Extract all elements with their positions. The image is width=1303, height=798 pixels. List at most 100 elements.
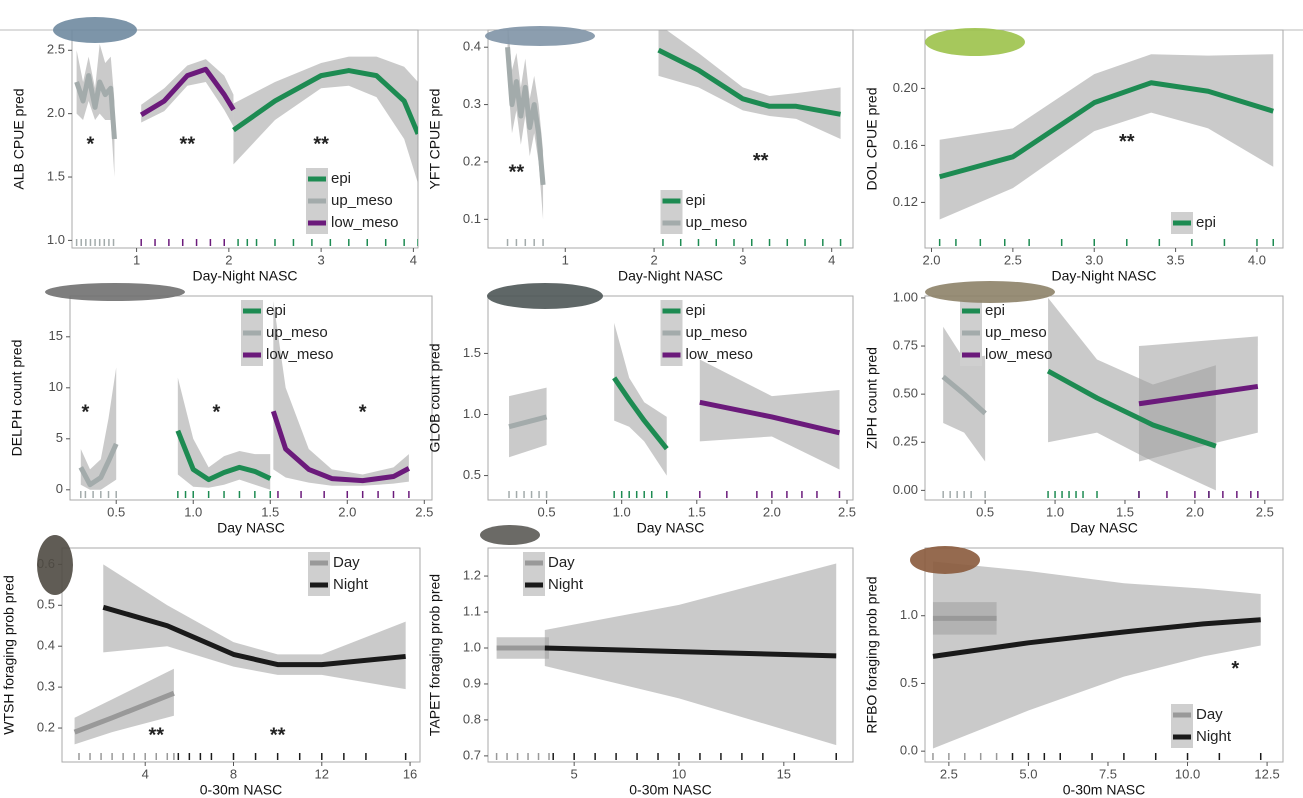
fit-line: [508, 414, 548, 430]
x-tick-label: 16: [403, 766, 417, 781]
icon-yellowfin: [485, 26, 595, 46]
x-tick-label: 0.5: [538, 504, 556, 519]
fit-line: [1046, 368, 1217, 449]
plot-frame: [924, 295, 1284, 501]
x-tick-label: 0.5: [976, 504, 994, 519]
panel: 0.5 1.0 1.5 0.5 1.0 1.5 2.0 2.5 Day NASC GLOB cou…: [427, 295, 856, 536]
fit-line: [938, 80, 1274, 180]
fit-line: [544, 645, 837, 659]
y-tick-label: 1.00: [893, 289, 918, 304]
x-tick-label: 1.5: [1116, 504, 1134, 519]
y-axis-title: GLOB count pred: [427, 344, 443, 453]
confidence-band: [658, 30, 841, 139]
y-tick-label: 5: [56, 430, 63, 445]
x-tick-label: 0.5: [107, 504, 125, 519]
y-tick-label: 1.0: [463, 406, 481, 421]
fit-line: [175, 429, 272, 483]
y-tick-label: 0.16: [893, 137, 918, 152]
fit-line: [505, 47, 546, 186]
icon-booby: [910, 546, 980, 574]
y-axis-title: YFT CPUE pred: [427, 89, 443, 190]
x-axis-title: 0-30m NASC: [1063, 782, 1145, 798]
panel: 0.1 0.2 0.3 0.4 1 2 3 4 Day-Night NASC YFT CPUE p…: [427, 29, 854, 284]
x-tick-label: 1: [133, 252, 140, 267]
x-tick-label: 2.0: [922, 252, 940, 267]
x-tick-label: 2.0: [763, 504, 781, 519]
fit-line: [657, 47, 842, 117]
icon-pilot-whale: [487, 283, 603, 309]
x-axis-title: Day-Night NASC: [618, 268, 723, 284]
x-axis-title: Day-Night NASC: [1051, 268, 1156, 284]
y-axis-title: TAPET foraging prob pred: [427, 574, 443, 736]
significance-label: *: [87, 134, 95, 156]
x-tick-label: 7.5: [1099, 766, 1117, 781]
fit-line: [612, 376, 669, 451]
legend-label: Day: [333, 554, 360, 571]
y-tick-label: 0.3: [463, 96, 481, 111]
significance-label: *: [212, 402, 220, 424]
y-tick-label: 2.0: [47, 105, 65, 120]
y-tick-label: 0.0: [900, 743, 918, 758]
fit-line: [941, 374, 987, 416]
x-tick-label: 2.5: [1256, 504, 1274, 519]
fit-line: [102, 604, 406, 668]
legend-label: low_meso: [331, 214, 399, 231]
x-tick-label: 1.0: [1046, 504, 1064, 519]
x-tick-label: 4: [142, 766, 149, 781]
panel: 0.00 0.25 0.50 0.75 1.00 0.5 1.0 1.5 2.0 2.5 Day N…: [864, 289, 1284, 536]
y-tick-label: 0.8: [463, 711, 481, 726]
x-tick-label: 3: [739, 252, 746, 267]
x-tick-label: 15: [777, 766, 791, 781]
y-axis-title: DELPH count pred: [9, 340, 25, 457]
x-tick-label: 2.0: [338, 504, 356, 519]
x-axis-title: Day-Night NASC: [192, 268, 297, 284]
y-tick-label: 0.9: [463, 675, 481, 690]
fit-line: [78, 442, 119, 488]
y-axis-title: ZIPH count pred: [864, 347, 880, 449]
legend-label: up_meso: [686, 214, 748, 231]
y-tick-label: 0.2: [37, 719, 55, 734]
animal-icons: [37, 17, 1055, 595]
legend-label: Night: [333, 576, 369, 593]
significance-label: **: [270, 725, 286, 747]
y-tick-label: 0.1: [463, 211, 481, 226]
y-tick-label: 1.0: [900, 607, 918, 622]
panel: 0.12 0.16 0.20 2.0 2.5 3.0 3.5 4.0 Day-Night NAS…: [864, 29, 1284, 284]
plot-area: [938, 54, 1274, 246]
legend-label: epi: [686, 302, 706, 319]
y-tick-label: 0.2: [463, 153, 481, 168]
legend-label: epi: [686, 192, 706, 209]
legend-label: low_meso: [686, 346, 754, 363]
x-tick-label: 4: [828, 252, 835, 267]
x-tick-label: 2.5: [838, 504, 856, 519]
legend-label: Night: [548, 576, 584, 593]
x-tick-label: 3: [318, 252, 325, 267]
x-tick-label: 2: [650, 252, 657, 267]
y-tick-label: 0.3: [37, 679, 55, 694]
x-tick-label: 12.5: [1254, 766, 1279, 781]
x-tick-label: 2: [225, 252, 232, 267]
confidence-band: [233, 56, 418, 184]
significance-label: **: [180, 134, 196, 156]
fit-line: [1138, 383, 1259, 407]
panel: 0.7 0.8 0.9 1.0 1.1 1.2 5 10 15 0-30m NASC TAPET f…: [427, 547, 854, 798]
y-tick-label: 0.75: [893, 337, 918, 352]
confidence-band: [103, 564, 406, 690]
fit-line: [139, 66, 236, 118]
confidence-band: [507, 30, 544, 220]
significance-label: *: [1231, 658, 1239, 680]
y-tick-label: 0: [56, 481, 63, 496]
y-tick-label: 10: [49, 379, 63, 394]
x-tick-label: 12: [315, 766, 329, 781]
legend-label: epi: [985, 302, 1005, 319]
x-tick-label: 10: [672, 766, 686, 781]
legend-label: Day: [1196, 706, 1223, 723]
x-tick-label: 2.5: [940, 766, 958, 781]
icon-dolphinfish: [925, 28, 1025, 56]
y-tick-label: 1.0: [47, 232, 65, 247]
icon-beaked-whale: [925, 281, 1055, 303]
y-tick-label: 0.4: [463, 39, 481, 54]
confidence-band: [932, 561, 1261, 749]
